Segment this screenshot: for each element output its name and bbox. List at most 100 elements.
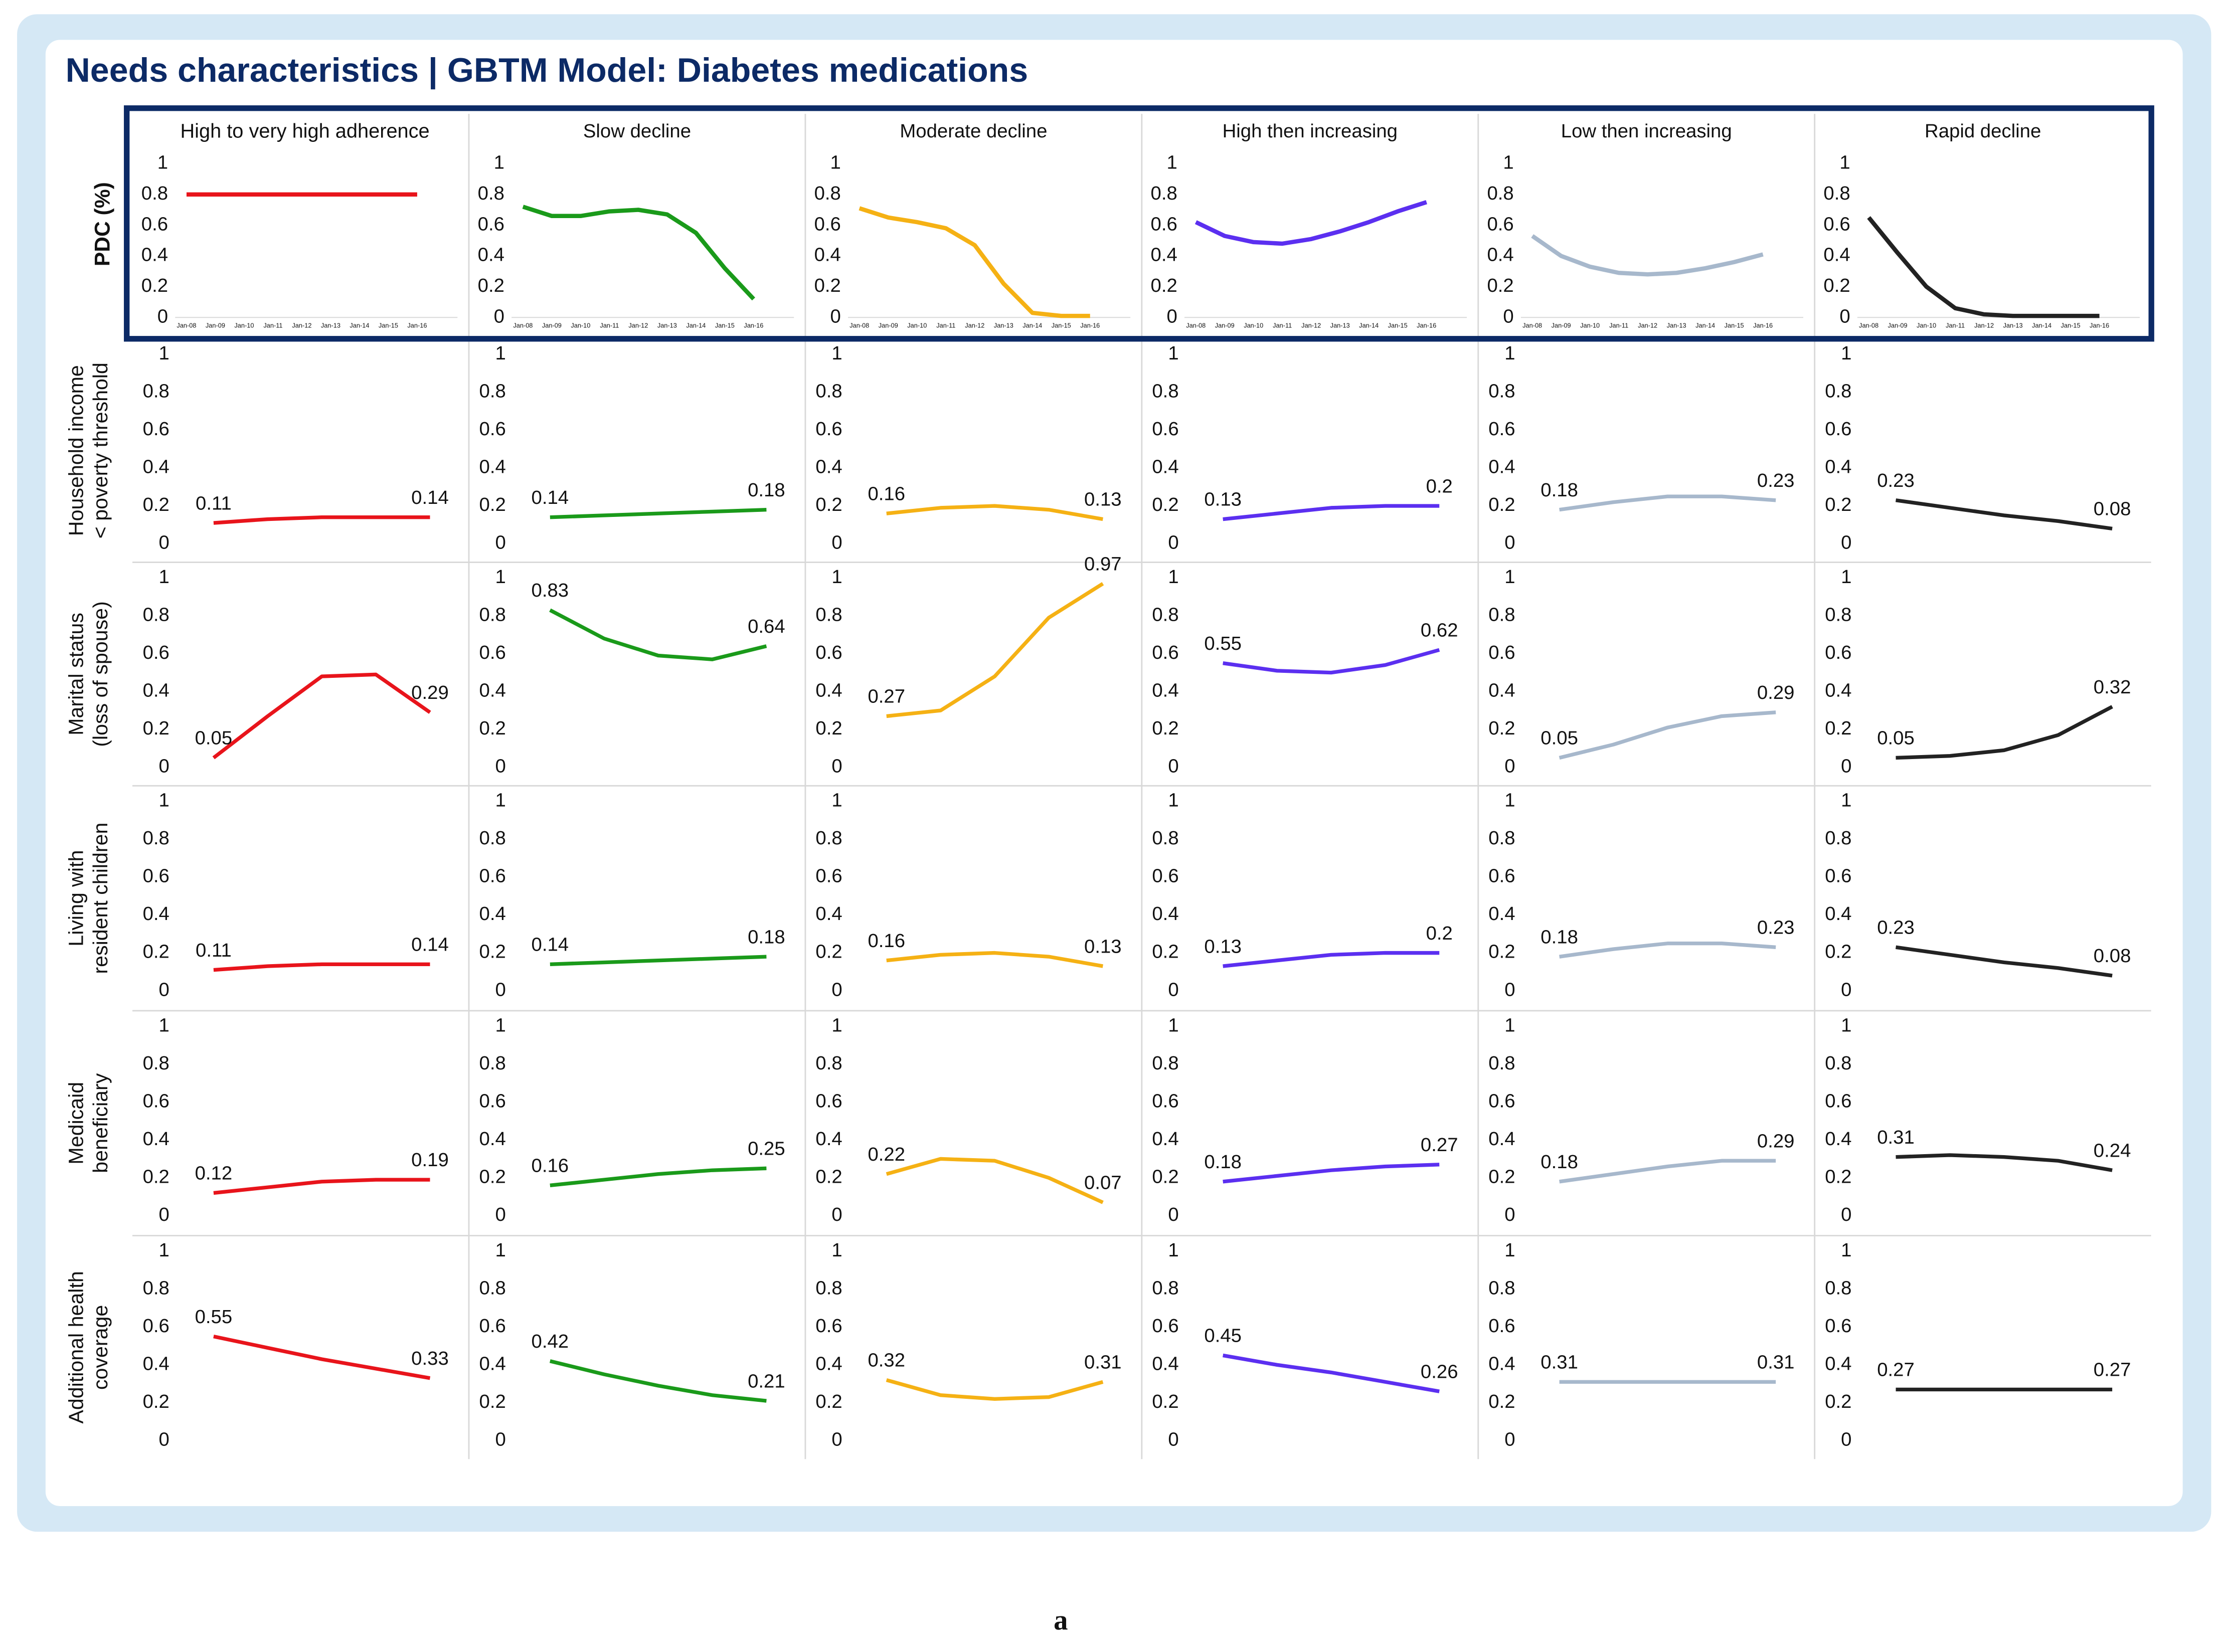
y-tick-label: 0.6: [815, 1090, 842, 1112]
panel-title: Moderate decline: [900, 120, 1047, 142]
panel: Additional health coverage 0 0.2 0.4 0.6 0.8 1 0…: [65, 1239, 449, 1450]
y-tick-label: 0.2: [1825, 494, 1851, 515]
panel: Slow decline 0 0.2 0.4 0.6 0.8 1 Jan-08 Jan-09 Ja…: [478, 120, 794, 329]
row-label: < poverty threshold: [89, 362, 112, 538]
y-tick-label: 1: [159, 342, 169, 364]
y-tick-label: 0.6: [1152, 418, 1178, 440]
y-tick-label: 0.8: [1152, 381, 1178, 402]
y-tick-label: 0.8: [1152, 1277, 1178, 1299]
y-tick-label: 0.6: [479, 1090, 506, 1112]
data-line: [550, 1166, 767, 1188]
y-tick-label: 1: [1839, 152, 1850, 173]
x-tick-label: Jan-08: [513, 322, 533, 329]
data-label: 0.2: [1426, 923, 1453, 944]
panel: 0 0.2 0.4 0.6 0.8 1 0.05 0.32: [1825, 566, 2131, 777]
x-tick-label: Jan-15: [1052, 322, 1071, 329]
x-tick-label: Jan-08: [1186, 322, 1206, 329]
y-tick-label: 0.2: [143, 717, 169, 739]
y-tick-label: 0.6: [143, 865, 169, 887]
data-label: 0.12: [195, 1163, 233, 1184]
y-tick-label: 1: [1841, 790, 1851, 811]
data-label: 0.29: [411, 682, 449, 703]
data-line: [886, 582, 1104, 718]
y-tick-label: 0: [495, 979, 505, 1000]
x-tick-label: Jan-14: [2032, 322, 2051, 329]
panel: 0 0.2 0.4 0.6 0.8 1 0.31 0.31: [1488, 1239, 1794, 1450]
y-tick-label: 0.4: [1825, 1353, 1851, 1374]
panel: 0 0.2 0.4 0.6 0.8 1 0.18 0.23: [1488, 342, 1794, 554]
data-label: 0.27: [1877, 1359, 1915, 1381]
data-label: 0.14: [532, 487, 569, 508]
y-tick-label: 1: [1841, 342, 1851, 364]
y-tick-label: 0.2: [1488, 1391, 1515, 1412]
y-tick-label: 0.4: [1488, 903, 1515, 925]
y-tick-label: 0.6: [1151, 213, 1177, 235]
panel: 0 0.2 0.4 0.6 0.8 1 0.13 0.2: [1152, 342, 1453, 554]
y-tick-label: 1: [1168, 566, 1178, 588]
data-line: [1896, 1153, 2113, 1172]
data-label: 0.18: [1541, 479, 1578, 501]
panel: 0 0.2 0.4 0.6 0.8 1 0.27 0.97: [815, 553, 1121, 777]
data-line: [1223, 1353, 1440, 1393]
y-tick-label: 1: [1503, 152, 1513, 173]
x-tick-label: Jan-11: [936, 322, 955, 329]
y-tick-label: 0.4: [143, 1353, 169, 1374]
data-label: 0.55: [195, 1306, 233, 1328]
y-tick-label: 0.8: [1825, 604, 1851, 625]
row-label: (loss of spouse): [89, 601, 112, 747]
y-tick-label: 0.8: [815, 827, 842, 849]
panel: 0 0.2 0.4 0.6 0.8 1 0.22 0.07: [815, 1014, 1121, 1225]
data-label: 0.13: [1084, 936, 1122, 957]
panel: 0 0.2 0.4 0.6 0.8 1 0.42 0.21: [479, 1239, 785, 1450]
y-tick-label: 0.2: [1825, 941, 1851, 963]
y-tick-label: 1: [830, 152, 841, 173]
row-label: Living with: [65, 850, 88, 947]
y-tick-label: 0: [1168, 756, 1178, 777]
y-tick-label: 1: [1841, 1014, 1851, 1036]
y-tick-label: 0.2: [143, 941, 169, 963]
panel: 0 0.2 0.4 0.6 0.8 1 0.13 0.2: [1152, 790, 1453, 1001]
x-tick-label: Jan-12: [1974, 322, 1994, 329]
y-tick-label: 0.4: [815, 1128, 842, 1150]
y-tick-label: 0.2: [1825, 717, 1851, 739]
x-tick-label: Jan-09: [1552, 322, 1571, 329]
y-tick-label: 1: [159, 1239, 169, 1261]
y-tick-label: 0.2: [815, 494, 842, 515]
y-tick-label: 0: [1503, 305, 1513, 327]
y-tick-label: 0.2: [1488, 717, 1515, 739]
y-tick-label: 0: [830, 305, 841, 327]
x-tick-label: Jan-16: [1753, 322, 1773, 329]
x-tick-label: Jan-09: [1215, 322, 1235, 329]
y-tick-label: 0.6: [141, 213, 168, 235]
data-label: 0.16: [868, 930, 905, 952]
y-tick-label: 0.2: [479, 494, 506, 515]
y-tick-label: 0.6: [1825, 865, 1851, 887]
y-tick-label: 0.8: [143, 604, 169, 625]
data-line: [213, 962, 430, 972]
y-tick-label: 1: [159, 790, 169, 811]
data-label: 0.26: [1421, 1361, 1458, 1382]
y-tick-label: 1: [157, 152, 168, 173]
y-tick-label: 0.4: [1488, 1353, 1515, 1374]
data-label: 0.22: [868, 1144, 905, 1165]
x-tick-label: Jan-11: [1273, 322, 1292, 329]
y-tick-label: 0: [1504, 1428, 1515, 1450]
y-tick-label: 1: [159, 1014, 169, 1036]
x-tick-label: Jan-09: [1888, 322, 1908, 329]
panel: 0 0.2 0.4 0.6 0.8 1 0.18 0.27: [1152, 1014, 1458, 1225]
x-tick-label: Jan-13: [994, 322, 1013, 329]
y-tick-label: 0.8: [1488, 381, 1515, 402]
y-tick-label: 0.8: [815, 1277, 842, 1299]
y-tick-label: 0: [831, 1204, 842, 1225]
data-line: [1559, 1159, 1776, 1184]
y-tick-label: 0.6: [1487, 213, 1513, 235]
y-tick-label: 0.4: [1825, 903, 1851, 925]
data-line: [550, 955, 767, 966]
panel: 0 0.2 0.4 0.6 0.8 1 0.83 0.64: [479, 566, 785, 777]
data-label: 0.16: [868, 483, 905, 504]
y-tick-label: 0.4: [1152, 679, 1178, 701]
panel: 0 0.2 0.4 0.6 0.8 1 0.16 0.25: [479, 1014, 785, 1225]
x-tick-label: Jan-08: [849, 322, 869, 329]
data-line: [1896, 705, 2113, 760]
